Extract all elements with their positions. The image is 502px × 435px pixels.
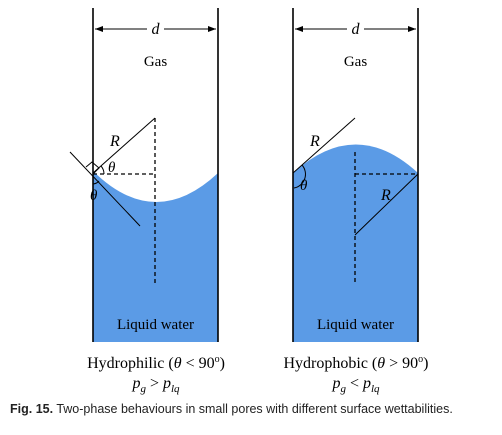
angle-arc	[92, 180, 100, 185]
caption-text: Two-phase behaviours in small pores with…	[53, 402, 453, 416]
angle-arc	[100, 165, 105, 175]
radius-label: R	[309, 133, 320, 150]
tangent-line	[292, 117, 356, 174]
panel-title: Hydrophilic (θ < 90o)	[87, 354, 225, 372]
pore-width-label: d	[152, 21, 161, 38]
radius-line	[354, 173, 419, 236]
gas-label: Gas	[144, 54, 167, 70]
hydrophobic-panel: d Gas R θ R Liquid water Hydrophobic (θ …	[284, 8, 429, 395]
hydrophilic-panel: d Gas R θ θ Liquid water Hydrophilic (θ …	[69, 8, 225, 395]
angle-arc	[293, 164, 306, 189]
liquid-water-label: Liquid water	[317, 317, 394, 333]
radius-label: R	[380, 187, 391, 204]
panel-title: Hydrophobic (θ > 90o)	[284, 354, 429, 372]
pressure-relation: pg < plq	[331, 375, 380, 395]
caption-label: Fig. 15.	[10, 402, 54, 416]
gas-label: Gas	[344, 54, 367, 70]
right-angle-mark	[85, 161, 100, 175]
pressure-relation: pg > plq	[131, 375, 180, 395]
radius-label: R	[109, 133, 120, 150]
tangent-line	[69, 151, 141, 227]
contact-angle-label: θ	[108, 160, 116, 176]
liquid-water-region	[93, 171, 218, 342]
figure-caption: Fig. 15. Two-phase behaviours in small p…	[10, 402, 500, 416]
radius-line	[92, 117, 156, 174]
liquid-water-label: Liquid water	[117, 317, 194, 333]
pore-width-label: d	[352, 21, 361, 38]
contact-angle-label: θ	[300, 178, 308, 194]
contact-angle-label: θ	[90, 188, 98, 204]
